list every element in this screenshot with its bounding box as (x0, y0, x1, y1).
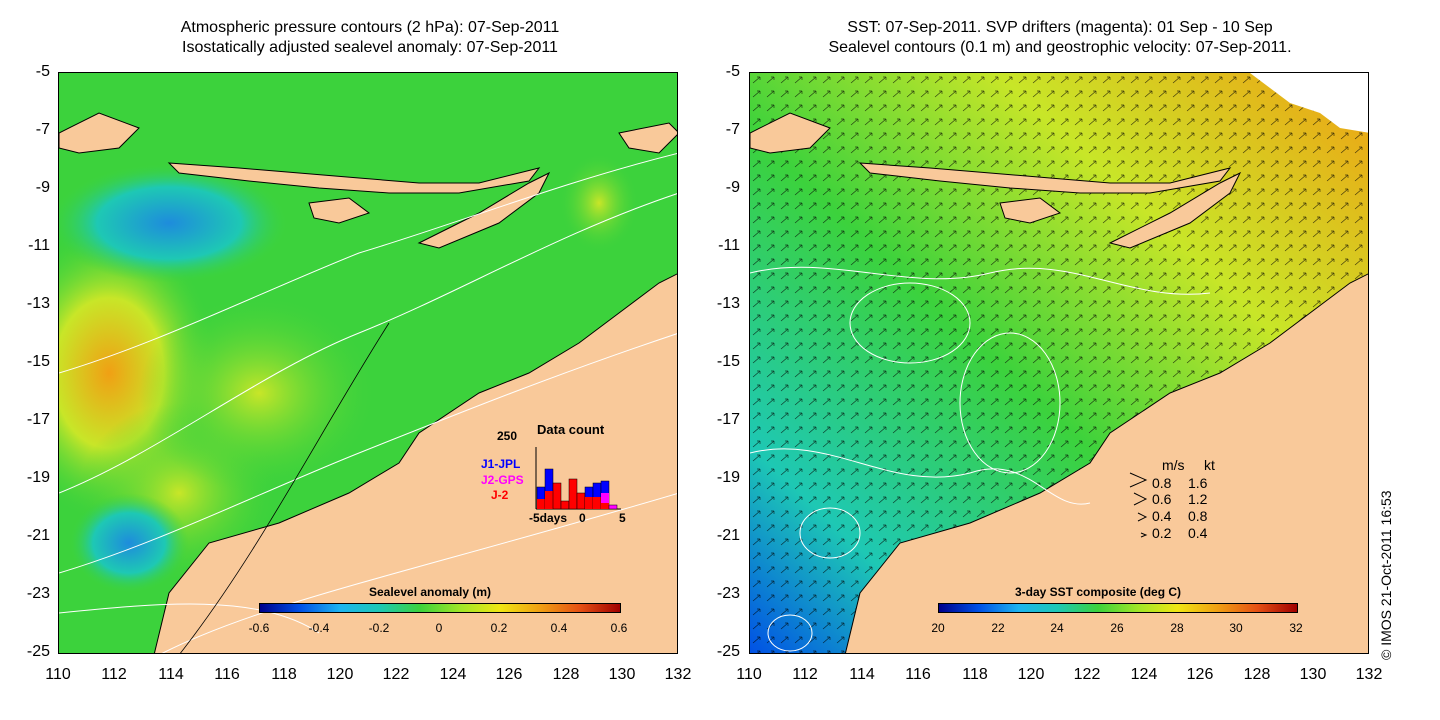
left-ytick: -9 (10, 179, 50, 197)
left-ytick: -25 (10, 643, 50, 661)
right-cbar-tick: 32 (1276, 621, 1316, 635)
left-ytick: -7 (10, 121, 50, 139)
left-xtick: 132 (658, 666, 698, 684)
left-xtick: 110 (38, 666, 78, 684)
right-title-line1: SST: 07-Sep-2011. SVP drifters (magenta)… (750, 18, 1370, 38)
right-xtick: 128 (1237, 666, 1277, 684)
left-xtick: 118 (264, 666, 304, 684)
legend-ms-value: 0.4 (1152, 508, 1171, 524)
right-map-canvas (750, 73, 1369, 654)
left-cbar-tick: 0.4 (539, 621, 579, 635)
right-xtick: 120 (1011, 666, 1051, 684)
right-xtick: 110 (729, 666, 769, 684)
series-label-j-2: J-2 (491, 488, 508, 502)
right-xtick: 118 (955, 666, 995, 684)
left-xtick: 126 (489, 666, 529, 684)
left-title: Atmospheric pressure contours (2 hPa): 0… (60, 18, 680, 58)
left-colorbar (259, 603, 621, 613)
left-ytick: -23 (10, 585, 50, 603)
right-ytick: -25 (700, 643, 740, 661)
right-colorbar (938, 603, 1298, 613)
right-colorbar-ticks: 20 22 24 26 28 30 32 (938, 621, 1298, 637)
left-map-canvas (59, 73, 678, 654)
data-count-xlabel-start: -5days (529, 511, 567, 525)
right-cbar-tick: 22 (978, 621, 1018, 635)
right-ytick: -21 (700, 527, 740, 545)
data-count-xlabel-end: 5 (619, 511, 626, 525)
series-label-j1: J1-JPL (481, 457, 520, 471)
right-ytick: -13 (700, 295, 740, 313)
left-cbar-tick: 0.2 (479, 621, 519, 635)
left-colorbar-title: Sealevel anomaly (m) (369, 585, 491, 599)
right-ytick: -5 (700, 63, 740, 81)
right-xtick: 122 (1067, 666, 1107, 684)
left-cbar-tick: -0.4 (299, 621, 339, 635)
left-ytick: -5 (10, 63, 50, 81)
right-ytick: -23 (700, 585, 740, 603)
left-xtick: 124 (433, 666, 473, 684)
left-xtick: 120 (320, 666, 360, 684)
legend-kt-value: 1.6 (1188, 475, 1207, 491)
data-count-xlabel-mid: 0 (579, 511, 586, 525)
series-label-j2: J2-GPS (481, 473, 524, 487)
right-xtick: 132 (1349, 666, 1389, 684)
right-xtick: 126 (1180, 666, 1220, 684)
left-ytick: -15 (10, 353, 50, 371)
left-ytick: -13 (10, 295, 50, 313)
left-xtick: 128 (546, 666, 586, 684)
right-cbar-tick: 24 (1037, 621, 1077, 635)
right-xtick: 114 (842, 666, 882, 684)
legend-kt-value: 0.8 (1188, 508, 1207, 524)
left-ytick: -17 (10, 411, 50, 429)
left-cbar-tick: -0.6 (239, 621, 279, 635)
left-ytick: -11 (10, 237, 50, 255)
legend-header-kt: kt (1204, 457, 1215, 473)
left-xtick: 130 (602, 666, 642, 684)
left-title-line2: Isostatically adjusted sealevel anomaly:… (60, 38, 680, 58)
data-count-histogram (535, 447, 621, 511)
left-xtick: 112 (94, 666, 134, 684)
right-map: m/s kt 0.8 1.6 0.6 1.2 0.4 0.8 0.2 0.4 3… (749, 72, 1369, 654)
legend-header-ms: m/s (1162, 457, 1185, 473)
right-xtick: 130 (1293, 666, 1333, 684)
right-cbar-tick: 26 (1097, 621, 1137, 635)
legend-kt-value: 0.4 (1188, 525, 1207, 541)
right-ytick: -15 (700, 353, 740, 371)
right-ytick: -9 (700, 179, 740, 197)
legend-ms-value: 0.2 (1152, 525, 1171, 541)
right-xtick: 112 (785, 666, 825, 684)
right-ytick: -11 (700, 237, 740, 255)
left-cbar-tick: -0.2 (359, 621, 399, 635)
left-colorbar-ticks: -0.6 -0.4 -0.2 0 0.2 0.4 0.6 (259, 621, 621, 637)
legend-ms-value: 0.6 (1152, 491, 1171, 507)
left-title-line1: Atmospheric pressure contours (2 hPa): 0… (60, 18, 680, 38)
right-ytick: -17 (700, 411, 740, 429)
right-xtick: 116 (898, 666, 938, 684)
legend-kt-value: 1.2 (1188, 491, 1207, 507)
data-count-max: 250 (497, 429, 517, 443)
imos-credit: © IMOS 21-Oct-2011 16:53 (1378, 490, 1394, 660)
right-title-line2: Sealevel contours (0.1 m) and geostrophi… (750, 38, 1370, 58)
right-colorbar-title: 3-day SST composite (deg C) (1015, 585, 1181, 599)
left-xtick: 116 (207, 666, 247, 684)
right-xtick: 124 (1124, 666, 1164, 684)
right-ytick: -19 (700, 469, 740, 487)
data-count-title: Data count (537, 422, 604, 437)
right-title: SST: 07-Sep-2011. SVP drifters (magenta)… (750, 18, 1370, 58)
left-ytick: -21 (10, 527, 50, 545)
left-xtick: 122 (376, 666, 416, 684)
left-cbar-tick: 0.6 (599, 621, 639, 635)
left-cbar-tick: 0 (419, 621, 459, 635)
right-cbar-tick: 28 (1157, 621, 1197, 635)
right-cbar-tick: 20 (918, 621, 958, 635)
left-map: Data count 250 J1-JPL J2-GPS J-2 -5days (58, 72, 678, 654)
left-xtick: 114 (151, 666, 191, 684)
right-cbar-tick: 30 (1216, 621, 1256, 635)
legend-ms-value: 0.8 (1152, 475, 1171, 491)
left-ytick: -19 (10, 469, 50, 487)
right-ytick: -7 (700, 121, 740, 139)
data-count-inset: Data count 250 J1-JPL J2-GPS J-2 -5days (479, 421, 649, 531)
